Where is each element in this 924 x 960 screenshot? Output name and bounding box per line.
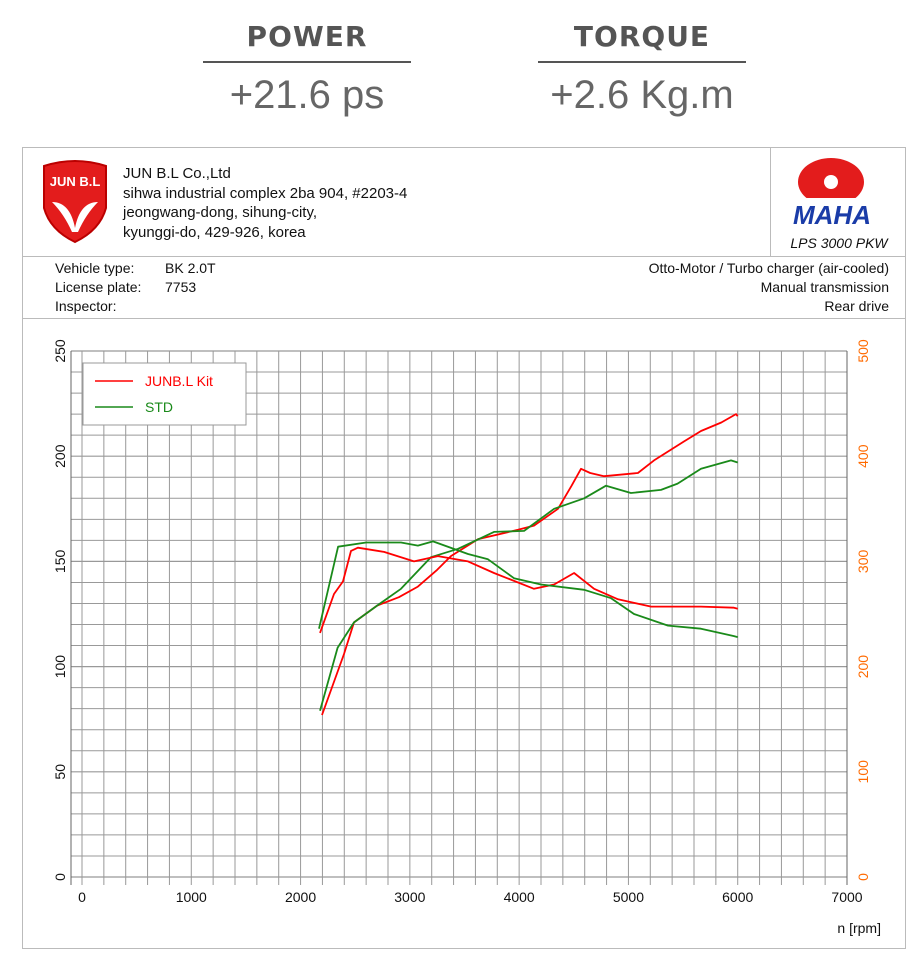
address-line: jeongwang-dong, sihung-city, xyxy=(123,204,318,221)
vehicle-info: Vehicle type: License plate: Inspector: … xyxy=(23,256,905,319)
address-line: sihwa industrial complex 2ba 904, #2203-… xyxy=(123,184,408,202)
x-axis-label: n [rpm] xyxy=(837,920,881,936)
legend: JUNB.L Kit STD xyxy=(82,362,247,426)
dyno-model: LPS 3000 PKW xyxy=(790,235,889,251)
company-address: JUN B.L Co.,Ltd sihwa industrial complex… xyxy=(123,164,407,242)
y-left-tick-label: 100 xyxy=(52,655,68,679)
series-kit-torque-line xyxy=(319,546,738,634)
y-right-tick-label: 300 xyxy=(855,550,871,574)
legend-std: STD xyxy=(145,399,173,415)
vehicle-type-label: Vehicle type: xyxy=(55,260,135,276)
transmission: Manual transmission xyxy=(760,279,889,295)
torque-gain: +2.6 Kg.m xyxy=(550,73,734,117)
power-label: POWER xyxy=(246,20,368,53)
svg-text:JUN B.L: JUN B.L xyxy=(50,174,101,189)
divider xyxy=(538,61,746,63)
legend-kit: JUNB.L Kit xyxy=(145,373,213,389)
dyno-report: JUN B.L JUN B.L Co.,Ltd sihwa industrial… xyxy=(22,147,906,949)
vehicle-type: BK 2.0T xyxy=(165,260,216,276)
drive-type: Rear drive xyxy=(824,298,889,314)
engine-type: Otto-Motor / Turbo charger (air-cooled) xyxy=(648,260,889,276)
y-right-tick-label: 100 xyxy=(855,760,871,784)
divider xyxy=(203,61,411,63)
company-name: JUN B.L Co.,Ltd xyxy=(123,165,231,182)
y-right-tick-label: 500 xyxy=(855,339,871,363)
x-tick-label: 3000 xyxy=(394,889,425,905)
torque-summary: TORQUE +2.6 Kg.m xyxy=(538,20,746,118)
torque-label: TORQUE xyxy=(573,20,711,53)
y-left-tick-label: 50 xyxy=(52,764,68,780)
junbl-logo: JUN B.L xyxy=(43,160,107,244)
license-plate: 7753 xyxy=(165,279,197,295)
dyno-chart: 0 1000 2000 3000 4000 5000 6000 700005010015020… xyxy=(52,339,881,936)
x-tick-label: 7000 xyxy=(831,889,862,905)
x-tick-label: 6000 xyxy=(722,889,753,905)
report-header: JUN B.L JUN B.L Co.,Ltd sihwa industrial… xyxy=(23,148,905,257)
address-line: kyunggi-do, 429-926, korea xyxy=(123,223,306,241)
svg-text:MAHA: MAHA xyxy=(793,200,871,230)
x-tick-label: 4000 xyxy=(504,889,535,905)
power-summary: POWER +21.6 ps xyxy=(203,20,411,118)
y-left-tick-label: 200 xyxy=(52,444,68,468)
y-right-tick-label: 200 xyxy=(855,655,871,679)
y-left-tick-label: 150 xyxy=(52,550,68,574)
x-tick-label: 2000 xyxy=(285,889,316,905)
y-right-tick-label: 400 xyxy=(855,444,871,468)
y-right-tick-label: 0 xyxy=(855,873,871,881)
x-tick-label: 1000 xyxy=(176,889,207,905)
series-kit-power-line xyxy=(321,413,739,716)
x-tick-label: 5000 xyxy=(613,889,644,905)
inspector-label: Inspector: xyxy=(55,298,117,314)
series-std-power-line xyxy=(319,459,738,712)
y-left-tick-label: 0 xyxy=(52,873,68,881)
maha-logo: MAHA LPS 3000 PKW xyxy=(790,158,889,251)
power-gain: +21.6 ps xyxy=(229,73,385,117)
license-plate-label: License plate: xyxy=(55,279,142,295)
maha-logo-box: MAHA LPS 3000 PKW xyxy=(770,148,906,256)
series-std-torque-line xyxy=(318,540,738,638)
x-tick-label: 0 xyxy=(78,889,86,905)
y-left-tick-label: 250 xyxy=(52,339,68,363)
